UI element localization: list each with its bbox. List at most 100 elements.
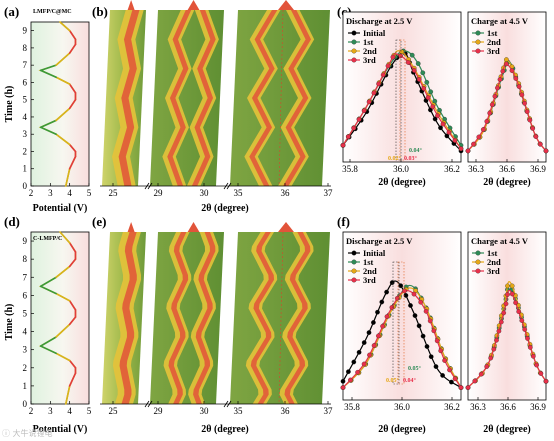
watermark: ⓘ 大牛说锂电 (2, 428, 53, 438)
panel-a-sample-label: LMFP/C@MC (33, 9, 72, 15)
series-marker-Initial (389, 280, 395, 285)
potential-segment (39, 69, 57, 79)
xtick-label: 36.6 (500, 402, 516, 412)
panel-a-xticks: 2 3 4 5 (29, 183, 92, 198)
panel-d-xticks: 2 3 4 5 (29, 401, 92, 416)
series-marker-Initial (424, 344, 430, 349)
series-marker-3rd (519, 92, 525, 98)
series-marker-3rd (524, 109, 530, 115)
xtick-label: 35 (234, 406, 244, 416)
ytick-label: 1 (23, 164, 28, 174)
contour-ridge-core (118, 10, 140, 186)
panel-e-contour-map (100, 222, 331, 408)
series-marker-3rd (533, 134, 539, 139)
potential-segment (68, 155, 77, 170)
series-marker-3rd (361, 108, 367, 114)
xtick-label: 36.2 (444, 402, 460, 412)
panel-f-letter: (f) (337, 214, 350, 229)
series-marker-3rd (442, 358, 447, 363)
series-marker-2nd (509, 283, 515, 289)
xtick-label: 36.0 (393, 164, 409, 174)
xtick-label: 35.8 (344, 402, 360, 412)
xtick-label: 3 (48, 406, 53, 416)
panel-d-sample-label: C-LMFP/C (33, 236, 62, 242)
contour-ridge-glow (278, 10, 315, 186)
series-marker-3rd (423, 308, 429, 314)
panel-c-annot-box-2 (399, 39, 406, 161)
ytick-label: 4 (23, 112, 28, 122)
potential-segment (68, 372, 77, 387)
panel-e-xticks: 25 29 30 35 36 37 (109, 401, 334, 416)
ytick-label: 5 (23, 308, 28, 318)
series-marker-3rd (371, 90, 377, 96)
panel-d-yticks: 0 1 2 3 4 5 6 7 8 9 (23, 236, 34, 409)
series-marker-1st (409, 52, 415, 58)
panel-c-right-xlabel: 2θ (degree) (483, 177, 531, 188)
contour-slab (230, 232, 330, 404)
contour-ridge-core (284, 232, 311, 404)
panel-f-annot-3: 0.04° (403, 377, 417, 384)
series-marker-3rd (530, 126, 536, 131)
series-marker-3rd (472, 378, 478, 384)
ytick-label: 8 (23, 43, 28, 53)
series-marker-3rd (431, 328, 437, 334)
xtick-label: 5 (87, 406, 92, 416)
series-marker-Initial (440, 373, 445, 378)
series-marker-Initial (432, 116, 438, 122)
series-marker-3rd (538, 371, 544, 376)
legend-swatch-marker (351, 259, 357, 265)
ytick-label: 2 (23, 363, 28, 373)
series-marker-Initial (438, 125, 443, 131)
panel-c: Discharge at 2.5 V Charge at 4.5 V Initi… (340, 11, 549, 188)
series-marker-3rd (376, 81, 381, 87)
potential-segment (39, 126, 57, 136)
legend-swatch-marker (475, 250, 481, 256)
series-marker-Initial (416, 323, 422, 329)
series-marker-3rd (394, 295, 400, 301)
series-marker-3rd (340, 385, 346, 390)
series-marker-3rd (496, 328, 502, 334)
potential-segment (68, 98, 77, 110)
xtick-label: 5 (87, 188, 92, 198)
xtick-label: 29 (154, 406, 164, 416)
series-marker-3rd (543, 378, 549, 384)
series-marker-3rd (494, 337, 499, 343)
potential-segment (39, 285, 57, 295)
potential-segment (68, 242, 77, 253)
series-marker-Initial (433, 364, 439, 369)
contour-peak-spike (187, 222, 200, 232)
potential-segment (68, 316, 77, 326)
panel-f-left-xticks: 35.8 36.0 36.2 (344, 397, 460, 412)
legend-swatch-marker (351, 277, 357, 283)
ytick-label: 1 (23, 381, 28, 391)
xtick-label: 35.8 (342, 164, 358, 174)
potential-segment (68, 359, 77, 369)
panel-c-annot-1: 0.04° (409, 147, 423, 154)
legend-label: 2nd (487, 257, 501, 267)
xtick-label: 37 (324, 406, 334, 416)
panel-f-left-frame (342, 231, 462, 401)
legend-label: 2nd (487, 37, 501, 47)
contour-slab (230, 10, 330, 186)
panel-c-left-frame (342, 11, 462, 163)
legend-label: 1st (487, 248, 498, 258)
series-marker-3rd (534, 362, 539, 368)
xtick-label: 29 (154, 188, 164, 198)
xtick-label: 35 (234, 188, 244, 198)
series-marker-Initial (384, 289, 389, 295)
panel-f-right-xlabel: 2θ (degree) (483, 424, 531, 435)
series-marker-3rd (503, 301, 509, 307)
panel-c-right-xticks: 36.3 36.6 36.9 (468, 159, 546, 174)
contour-peak-spike (278, 222, 294, 232)
panel-f-left-xlabel: 2θ (degree) (378, 424, 426, 435)
contour-ridge-core (282, 10, 312, 186)
potential-segment (55, 76, 71, 85)
legend-swatch-marker (351, 48, 357, 54)
potential-segment (55, 133, 71, 146)
series-marker-Initial (428, 354, 434, 360)
xtick-label: 36.0 (394, 402, 410, 412)
xtick-label: 25 (109, 188, 119, 198)
series-marker-3rd (371, 343, 377, 348)
series-marker-3rd (505, 292, 510, 297)
